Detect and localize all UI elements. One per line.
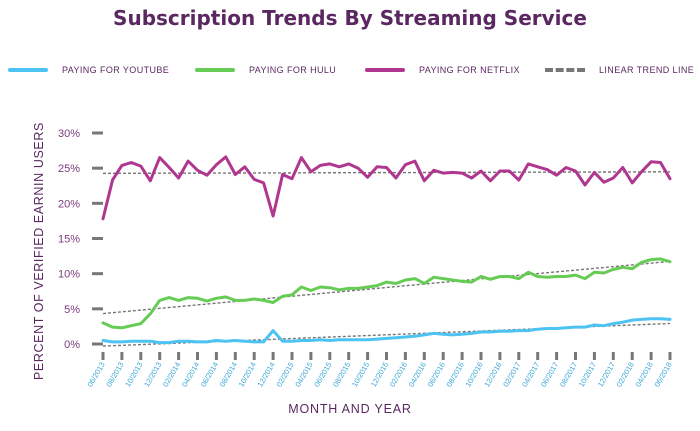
legend-label-youtube: PAYING FOR YOUTUBE <box>62 65 170 75</box>
x-tick-label: 06/2018 <box>652 361 673 389</box>
y-tick-label: 30% <box>58 128 80 140</box>
y-tick-label: 20% <box>58 198 80 210</box>
chart-title: Subscription Trends By Streaming Service <box>113 6 587 30</box>
trend-line-netflix <box>102 171 671 175</box>
y-axis-label: PERCENT OF VERIFIED EARNIN USERS <box>32 122 46 380</box>
y-tick-label: 25% <box>58 163 80 175</box>
y-tick-label: 0% <box>64 339 80 351</box>
legend-swatch-netflix <box>365 68 405 72</box>
legend-item-youtube: PAYING FOR YOUTUBE <box>8 60 169 80</box>
x-axis-label: MONTH AND YEAR <box>288 402 412 416</box>
legend-label-trend: LINEAR TREND LINE <box>599 65 695 75</box>
legend-swatch-hulu <box>195 68 235 72</box>
legend-swatch-trend <box>545 68 585 72</box>
legend-item-hulu: PAYING FOR HULU <box>195 60 336 80</box>
y-tick-label: 10% <box>58 269 80 281</box>
y-tick-label: 5% <box>64 304 80 316</box>
legend-label-netflix: PAYING FOR NETFLIX <box>419 65 520 75</box>
trend-line-hulu <box>102 260 671 315</box>
series-line-youtube <box>101 317 672 345</box>
series-line-hulu <box>101 257 672 330</box>
legend-item-netflix: PAYING FOR NETFLIX <box>365 60 520 80</box>
legend-item-trend: LINEAR TREND LINE <box>545 60 694 80</box>
legend: PAYING FOR YOUTUBE PAYING FOR HULU PAYIN… <box>0 60 700 80</box>
legend-label-hulu: PAYING FOR HULU <box>249 65 337 75</box>
series-line-netflix <box>101 155 672 221</box>
y-tick-label: 15% <box>58 234 80 246</box>
legend-swatch-youtube <box>8 68 48 72</box>
